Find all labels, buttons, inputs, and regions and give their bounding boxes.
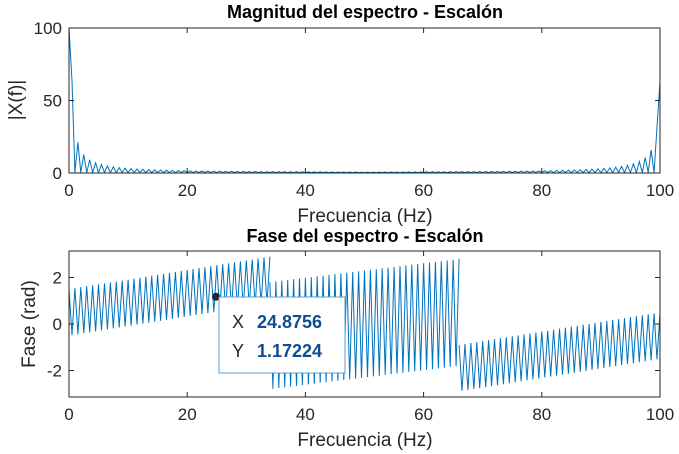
magnitude-xtick-label: 0 bbox=[64, 181, 73, 200]
magnitude-ytick-label: 50 bbox=[43, 92, 62, 111]
datatip-x-value: 24.8756 bbox=[257, 312, 322, 332]
magnitude-plot: Magnitud del espectro - Escalón 0 20 40 60 8… bbox=[6, 2, 674, 227]
phase-title: Fase del espectro - Escalón bbox=[246, 226, 483, 246]
magnitude-xtick-label: 40 bbox=[296, 181, 315, 200]
datatip-box[interactable] bbox=[218, 296, 346, 374]
phase-xtick-label: 80 bbox=[532, 405, 551, 424]
phase-xtick-label: 0 bbox=[64, 405, 73, 424]
phase-xtick-label: 60 bbox=[414, 405, 433, 424]
magnitude-ytick-label: 100 bbox=[34, 19, 62, 38]
magnitude-line bbox=[68, 27, 661, 175]
phase-xlabel: Frecuencia (Hz) bbox=[297, 430, 432, 451]
phase-xtick-label: 100 bbox=[646, 405, 674, 424]
magnitude-axes-box bbox=[68, 27, 661, 174]
datatip-x-label: X bbox=[232, 312, 244, 332]
magnitude-ticks: 0 20 40 60 80 100 0 50 100 bbox=[34, 19, 675, 200]
datatip[interactable]: X 24.8756 Y 1.17224 bbox=[212, 292, 346, 374]
phase-line-segment-2 bbox=[458, 312, 661, 391]
phase-line-segment-0 bbox=[68, 256, 271, 336]
phase-ytick-label: 0 bbox=[53, 315, 62, 334]
phase-plot: Fase del espectro - Escalón 0 20 40 60 80 100… bbox=[19, 226, 674, 451]
magnitude-series bbox=[68, 27, 661, 175]
magnitude-xlabel: Frecuencia (Hz) bbox=[297, 206, 432, 227]
phase-ytick-label: 2 bbox=[53, 269, 62, 288]
phase-ytick-label: -2 bbox=[47, 361, 62, 380]
magnitude-xtick-label: 80 bbox=[532, 181, 551, 200]
magnitude-xtick-label: 20 bbox=[178, 181, 197, 200]
phase-series bbox=[68, 256, 661, 391]
magnitude-xtick-label: 60 bbox=[414, 181, 433, 200]
phase-xtick-label: 20 bbox=[178, 405, 197, 424]
magnitude-title: Magnitud del espectro - Escalón bbox=[227, 2, 503, 22]
datatip-y-value: 1.17224 bbox=[257, 341, 322, 361]
phase-ylabel: Fase (rad) bbox=[19, 280, 40, 368]
magnitude-xtick-label: 100 bbox=[646, 181, 674, 200]
magnitude-ylabel: |X(f)| bbox=[6, 80, 27, 120]
phase-xtick-label: 40 bbox=[296, 405, 315, 424]
magnitude-ytick-label: 0 bbox=[53, 164, 62, 183]
datatip-y-label: Y bbox=[232, 341, 244, 361]
datatip-marker[interactable] bbox=[212, 292, 221, 301]
